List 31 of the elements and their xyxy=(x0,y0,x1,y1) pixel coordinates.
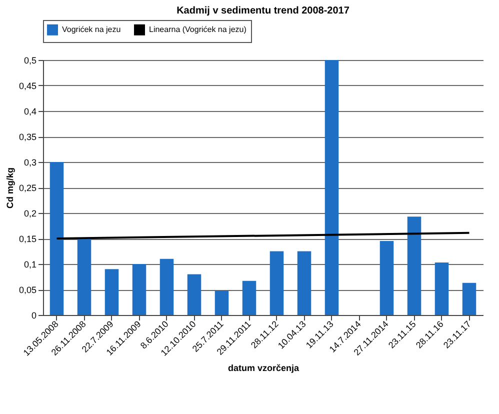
bar xyxy=(270,251,284,315)
y-tick-label: 0,1 xyxy=(24,260,36,270)
y-tick-label: 0,3 xyxy=(24,158,36,168)
bar xyxy=(214,291,229,315)
y-tick-label: 0,45 xyxy=(18,81,36,91)
bar xyxy=(297,251,312,315)
y-tick-label: 0 xyxy=(31,310,36,320)
y-tick-label: 0,35 xyxy=(18,132,36,142)
x-axis-title: datum vzorčenja xyxy=(228,362,300,373)
bar xyxy=(242,280,256,315)
bar xyxy=(77,238,92,315)
y-tick-label: 0,25 xyxy=(18,183,36,193)
bar xyxy=(50,162,64,315)
bar xyxy=(160,258,174,315)
y-tick-label: 0,05 xyxy=(18,285,36,295)
y-tick-label: 0,15 xyxy=(18,234,36,244)
bar xyxy=(324,60,339,315)
y-tick-label: 0,2 xyxy=(24,208,36,218)
legend-label: Linearna (Vogrićek na jezu) xyxy=(149,24,247,34)
bar xyxy=(462,282,476,315)
bar xyxy=(104,269,119,315)
bar xyxy=(434,262,449,315)
y-tick-label: 0,5 xyxy=(24,56,36,66)
chart-title: Kadmij v sedimentu trend 2008-2017 xyxy=(176,6,350,16)
legend-label: Vogrićek na jezu xyxy=(62,24,121,34)
y-tick-label: 0,4 xyxy=(24,106,36,116)
bar xyxy=(132,264,146,315)
y-axis-title: Cd mg/kg xyxy=(4,167,15,209)
bar xyxy=(187,274,202,315)
bar xyxy=(380,241,394,315)
bar xyxy=(407,216,422,315)
